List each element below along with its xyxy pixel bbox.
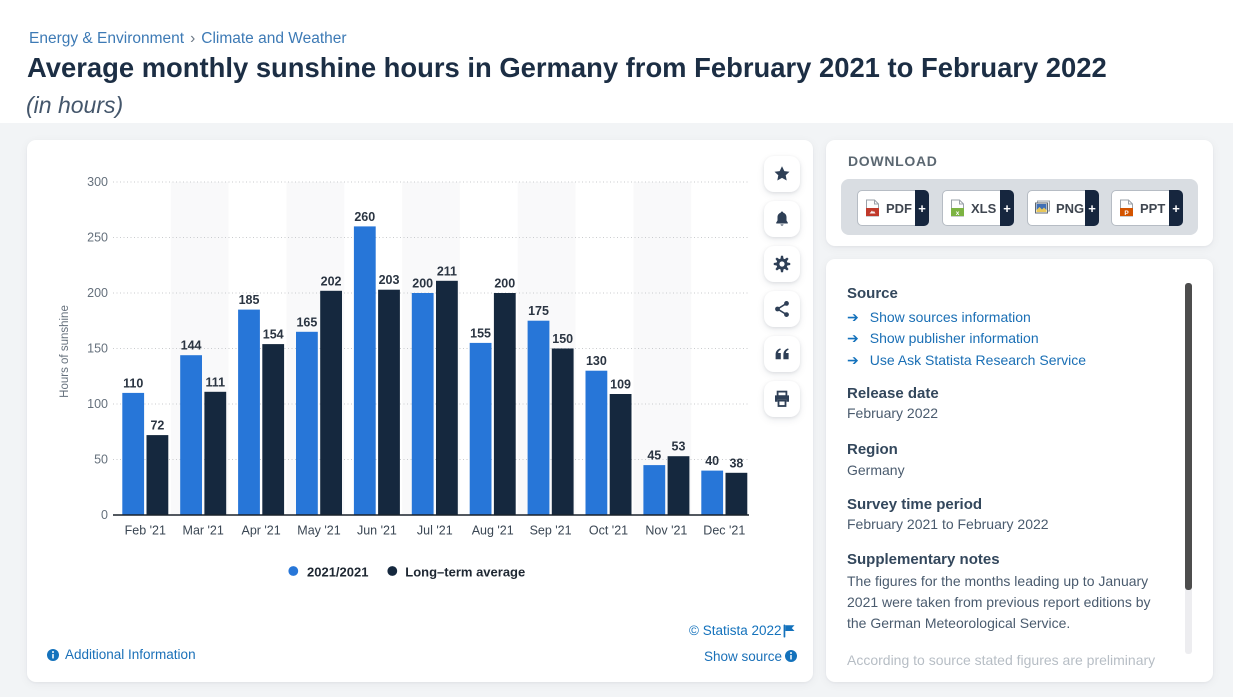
svg-text:200: 200 — [494, 277, 515, 291]
svg-text:260: 260 — [354, 210, 375, 224]
svg-text:38: 38 — [729, 456, 743, 470]
svg-text:300: 300 — [87, 175, 108, 189]
svg-text:144: 144 — [181, 339, 202, 353]
svg-text:202: 202 — [321, 274, 342, 288]
svg-text:200: 200 — [87, 286, 108, 300]
svg-text:110: 110 — [123, 376, 143, 390]
svg-text:Feb '21: Feb '21 — [125, 524, 166, 538]
svg-text:Dec '21: Dec '21 — [703, 524, 745, 538]
svg-text:45: 45 — [647, 449, 661, 463]
svg-text:Oct '21: Oct '21 — [589, 524, 628, 538]
svg-text:185: 185 — [239, 293, 260, 307]
svg-text:165: 165 — [296, 315, 317, 329]
svg-text:Mar '21: Mar '21 — [183, 524, 224, 538]
svg-text:175: 175 — [528, 304, 549, 318]
svg-text:Jul '21: Jul '21 — [417, 524, 453, 538]
svg-text:150: 150 — [87, 342, 108, 356]
svg-text:203: 203 — [379, 273, 400, 287]
svg-text:50: 50 — [94, 453, 108, 467]
svg-text:Nov '21: Nov '21 — [645, 524, 687, 538]
svg-text:109: 109 — [610, 378, 631, 392]
svg-text:155: 155 — [470, 326, 491, 340]
svg-text:40: 40 — [705, 454, 719, 468]
svg-text:250: 250 — [87, 231, 108, 245]
svg-text:111: 111 — [206, 375, 226, 389]
svg-text:Sep '21: Sep '21 — [530, 524, 572, 538]
svg-text:x: x — [956, 210, 960, 217]
svg-text:211: 211 — [437, 264, 457, 278]
svg-text:Long–term average: Long–term average — [405, 565, 525, 580]
svg-text:200: 200 — [412, 277, 433, 291]
svg-text:2021/2021: 2021/2021 — [307, 565, 368, 580]
svg-text:53: 53 — [672, 440, 686, 454]
svg-text:Jun '21: Jun '21 — [357, 524, 397, 538]
svg-text:130: 130 — [586, 354, 607, 368]
svg-text:Apr '21: Apr '21 — [241, 524, 280, 538]
svg-text:P: P — [1124, 210, 1129, 217]
svg-text:72: 72 — [150, 419, 164, 433]
svg-text:150: 150 — [552, 332, 573, 346]
svg-text:Hours of sunshine: Hours of sunshine — [59, 305, 71, 398]
svg-text:Aug '21: Aug '21 — [472, 524, 514, 538]
svg-text:0: 0 — [101, 508, 108, 522]
svg-text:100: 100 — [87, 397, 108, 411]
svg-text:May '21: May '21 — [297, 524, 340, 538]
svg-text:154: 154 — [263, 328, 284, 342]
